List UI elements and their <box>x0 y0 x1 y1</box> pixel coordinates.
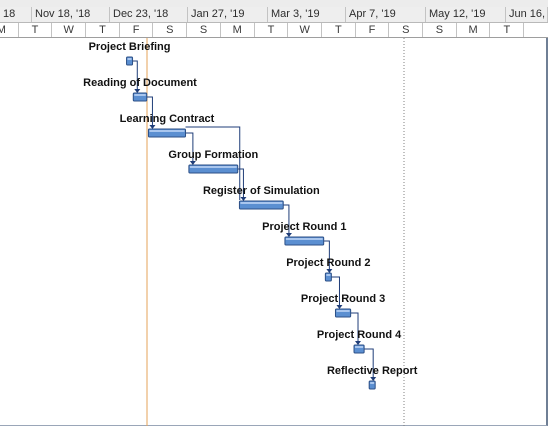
timescale-minor-cell: T <box>491 23 525 37</box>
timescale-minor-cell: T <box>255 23 289 37</box>
dependency-arrow <box>285 233 292 237</box>
task-label: Project Round 4 <box>317 329 402 341</box>
dependency-link <box>323 240 330 272</box>
task-bar-highlight <box>189 166 237 168</box>
timescale-header: 18 Nov 18, '18 Dec 23, '18 Jan 27, '19 M… <box>0 0 548 38</box>
timescale-minor-cell: W <box>52 23 87 37</box>
timescale-major-tier: 18 Nov 18, '18 Dec 23, '18 Jan 27, '19 M… <box>0 7 548 23</box>
timescale-minor-cell: W <box>288 23 322 37</box>
task-bar-highlight <box>134 94 146 96</box>
task-bar-highlight <box>240 202 283 204</box>
task-bar-highlight <box>127 58 132 60</box>
task-bar-highlight <box>326 274 331 276</box>
dependency-arrow <box>149 125 156 129</box>
dependency-arrow <box>240 197 247 201</box>
timescale-minor-cell: S <box>423 23 457 37</box>
timescale-minor-cell: T <box>322 23 356 37</box>
timescale-major-cell: Jun 16, <box>506 7 548 22</box>
timescale-major-cell: Mar 3, '19 <box>268 7 346 22</box>
dependency-link <box>146 96 153 128</box>
gantt-bars-area: Project Briefing Reading of Document Learn… <box>83 38 418 426</box>
dependency-link <box>185 126 241 200</box>
task-label: Register of Simulation <box>203 185 320 197</box>
task-label: Reading of Document <box>83 77 197 89</box>
dependency-arrow <box>189 161 196 165</box>
task-bar-highlight <box>149 130 185 132</box>
task-label: Project Round 2 <box>286 257 370 269</box>
timescale-minor-cell: S <box>154 23 188 37</box>
dependency-arrow <box>370 377 377 381</box>
timescale-major-cell: Nov 18, '18 <box>32 7 110 22</box>
task-label: Project Round 3 <box>301 293 385 305</box>
task-label: Project Round 1 <box>262 221 346 233</box>
task-label: Project Briefing <box>89 41 171 53</box>
timescale-major-cell: Jan 27, '19 <box>188 7 268 22</box>
task-label: Reflective Report <box>327 365 418 377</box>
dependency-link <box>330 276 340 308</box>
task-bar-highlight <box>370 382 375 384</box>
timescale-major-cell: Apr 7, '19 <box>346 7 426 22</box>
task-bar-highlight <box>355 346 364 348</box>
timescale-minor-cell: M <box>221 23 255 37</box>
timescale-major-cell: 18 <box>0 7 32 22</box>
dependency-link <box>283 204 290 236</box>
timescale-major-cell: May 12, '19 <box>426 7 506 22</box>
dependency-link <box>185 132 194 164</box>
timescale-minor-cell: M <box>0 23 19 37</box>
timescale-minor-cell: F <box>120 23 154 37</box>
timescale-minor-cell: T <box>19 23 53 37</box>
task-bar-highlight <box>285 238 323 240</box>
timescale-minor-cell: S <box>389 23 424 37</box>
dependency-link <box>364 348 374 380</box>
task-label: Learning Contract <box>120 113 215 125</box>
timescale-minor-cell: S <box>187 23 221 37</box>
dependency-arrow <box>355 341 362 345</box>
dependency-link <box>131 60 138 92</box>
timescale-major-cell: Dec 23, '18 <box>110 7 188 22</box>
timescale-minor-cell: T <box>86 23 120 37</box>
dependency-arrow <box>326 269 333 273</box>
timescale-minor-cell: M <box>457 23 491 37</box>
dependency-link <box>350 312 359 344</box>
dependency-arrow <box>336 305 343 309</box>
task-bar-highlight <box>336 310 350 312</box>
timescale-minor-cell: F <box>356 23 390 37</box>
task-label: Group Formation <box>168 149 258 161</box>
dependency-arrow <box>134 89 141 93</box>
